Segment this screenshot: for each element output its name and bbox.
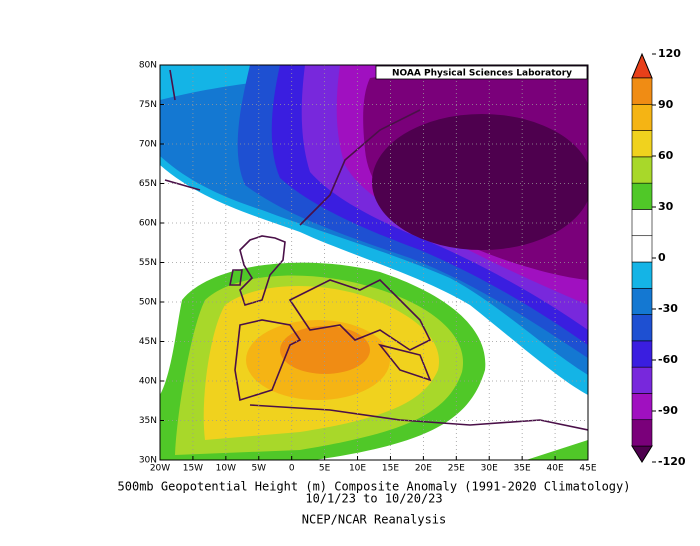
contour-band [526, 440, 588, 460]
colorbar-label: 60 [658, 149, 674, 162]
lat-label: 40N [139, 377, 157, 387]
colorbar-label: -30 [658, 302, 678, 315]
colorbar-segment [631, 261, 653, 289]
lat-label: 30N [139, 456, 157, 466]
lat-label: 65N [139, 179, 157, 189]
colorbar: -120 -90 -60 -30 0 30 60 90 120 [631, 47, 686, 468]
lon-label: 0 [289, 464, 295, 474]
lon-label: 5E [319, 464, 331, 474]
colorbar-label: 30 [658, 200, 674, 213]
colorbar-label: 0 [658, 251, 666, 264]
lat-label: 45N [139, 337, 157, 347]
lon-label: 20E [415, 464, 432, 474]
colorbar-segment [631, 340, 653, 368]
graticule: 20W 15W 10W 5W 0 5E 10E 15E 20E 25E 30E 35E 40E 45E 30… [139, 61, 597, 474]
colorbar-label: 120 [658, 47, 681, 60]
colorbar-segment [631, 156, 653, 184]
colorbar-segment [631, 130, 653, 158]
colorbar-segment [631, 419, 653, 447]
date-range: 10/1/23 to 10/20/23 [305, 492, 442, 506]
colorbar-segment [631, 182, 653, 210]
lon-label: 45E [579, 464, 596, 474]
colorbar-label: -60 [658, 353, 678, 366]
credit: NOAA Physical Sciences Laboratory [392, 69, 572, 79]
colorbar-label: -120 [658, 455, 686, 468]
contour-field [160, 65, 588, 460]
lon-label: 30E [481, 464, 498, 474]
lon-label: 10W [216, 464, 236, 474]
lon-label: 20W [150, 464, 170, 474]
coastline [164, 69, 588, 431]
lon-label: 15W [183, 464, 203, 474]
colorbar-segment [631, 209, 653, 237]
lon-label: 35E [514, 464, 531, 474]
colorbar-segment [631, 393, 653, 421]
lat-label: 75N [139, 100, 157, 110]
colorbar-segment [631, 314, 653, 342]
colorbar-segment [631, 77, 653, 105]
credit-box [375, 65, 588, 80]
colorbar-segment [631, 103, 653, 131]
lat-label: 55N [139, 258, 157, 268]
lat-label: 50N [139, 298, 157, 308]
lat-label: 60N [139, 219, 157, 229]
lon-label: 25E [448, 464, 465, 474]
lon-label: 40E [547, 464, 564, 474]
lon-label: 15E [382, 464, 399, 474]
source: NCEP/NCAR Reanalysis [302, 513, 447, 527]
lat-label: 35N [139, 416, 157, 426]
title: 500mb Geopotential Height (m) Composite … [118, 480, 631, 494]
lon-label: 5W [251, 464, 266, 474]
lon-label: 10E [349, 464, 366, 474]
plot-frame [159, 64, 589, 461]
lat-label: 70N [139, 140, 157, 150]
colorbar-arrow [631, 445, 653, 463]
colorbar-arrow [631, 52, 653, 79]
colorbar-label: 90 [658, 98, 674, 111]
colorbar-label: -90 [658, 404, 678, 417]
colorbar-segment [631, 287, 653, 315]
lat-label: 80N [139, 61, 157, 71]
colorbar-segment [631, 366, 653, 394]
colorbar-segment [631, 235, 653, 263]
contour-band [372, 114, 588, 250]
